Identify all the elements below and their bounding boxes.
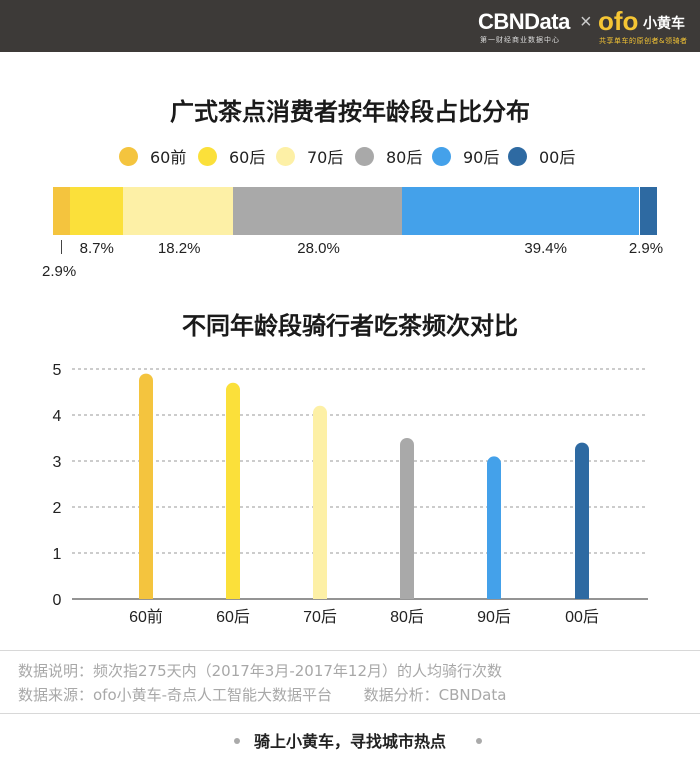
slogan-right-dot (476, 738, 482, 744)
legend-item: 70后 (276, 144, 343, 168)
y-tick-label: 4 (53, 408, 62, 425)
stacked-value-label: 39.4% (524, 240, 567, 257)
y-tick-label: 1 (53, 546, 62, 563)
stacked-value-label: 18.2% (157, 240, 201, 257)
footer-slogan: 骑上小黄车，寻找城市热点 (253, 732, 446, 751)
stacked-bar (53, 187, 657, 235)
legend-swatch (355, 146, 374, 166)
legend-label: 90后 (463, 148, 500, 167)
x-tick-label: 60后 (216, 608, 250, 626)
bar (313, 405, 327, 599)
legend-label: 80后 (386, 148, 423, 167)
legend-label: 70后 (307, 148, 344, 167)
stacked-segment (53, 187, 71, 235)
footer-divider (0, 713, 700, 714)
data-source-note: 数据来源：ofo小黄车-奇点人工智能大数据平台 数据分析：CBNData (18, 684, 506, 705)
header-bar: CBNData 第一财经商业数据中心 × ofo 小黄车 共享单车的原创者&领骑… (0, 0, 700, 52)
bar (139, 373, 153, 599)
stacked-segment (232, 187, 402, 235)
x-tick-label: 80后 (390, 608, 424, 626)
notes-divider (0, 650, 700, 651)
y-tick-label: 0 (53, 592, 62, 609)
ofo-logo-subtitle: 共享单车的原创者&领骑者 (599, 37, 688, 45)
brand-separator: × (580, 11, 592, 33)
y-tick-label: 3 (53, 454, 62, 471)
stacked-segment (122, 187, 233, 235)
cbndata-logo-subtitle: 第一财经商业数据中心 (480, 36, 560, 44)
legend-label: 60前 (150, 148, 187, 167)
data-analysis-text: 数据分析：CBNData (363, 686, 507, 704)
bar (487, 456, 501, 599)
legend-item: 90后 (432, 144, 499, 168)
slogan-left-dot (234, 738, 240, 744)
y-tick-label: 2 (53, 500, 62, 517)
legend-label: 60后 (229, 148, 266, 167)
stacked-value-label: 2.9% (42, 263, 77, 280)
legend-swatch (276, 146, 295, 166)
legend-swatch (119, 146, 138, 166)
x-tick-label: 00后 (565, 608, 599, 626)
bar (226, 382, 240, 599)
bar (400, 438, 414, 599)
legend-swatch (198, 146, 217, 166)
cbndata-logo: CBNData (478, 9, 570, 34)
stacked-chart-title: 广式茶点消费者按年龄段占比分布 (170, 98, 530, 126)
y-tick-label: 5 (53, 362, 62, 379)
data-source-text: 数据来源：ofo小黄车-奇点人工智能大数据平台 (18, 686, 333, 704)
bar-chart-title: 不同年龄段骑行者吃茶频次对比 (182, 312, 518, 340)
chart-legend: 60前 60后 70后 80后 90后 00后 (0, 144, 700, 168)
stacked-value-label: 2.9% (628, 240, 664, 257)
bar (575, 442, 589, 599)
legend-label: 00后 (539, 148, 576, 167)
stacked-value-label: 8.7% (79, 240, 114, 257)
stacked-value-label: 28.0% (297, 240, 340, 257)
ofo-brand-name: 小黄车 (643, 16, 685, 32)
legend-item: 60前 (119, 144, 186, 168)
legend-item: 80后 (355, 144, 422, 168)
x-tick-label: 60前 (129, 608, 163, 626)
x-tick-label: 70后 (303, 608, 337, 626)
small-segment-marker (61, 240, 62, 254)
x-tick-label: 90后 (477, 608, 511, 626)
legend-swatch (432, 146, 451, 166)
stacked-segment (401, 187, 640, 235)
stacked-segment (639, 187, 657, 235)
legend-item: 60后 (198, 144, 265, 168)
legend-item: 00后 (508, 144, 575, 168)
ofo-logo: ofo (598, 6, 639, 36)
legend-swatch (508, 146, 527, 166)
data-explanation-note: 数据说明：频次指275天内（2017年3月-2017年12月）的人均骑行次数 (18, 662, 503, 680)
stacked-segment (70, 187, 123, 235)
